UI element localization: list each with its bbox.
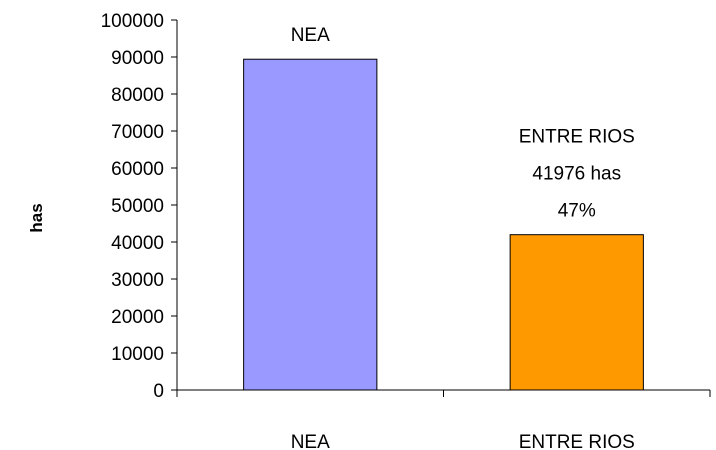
bar-entre-rios [509, 234, 644, 391]
x-tick-label: NEA [291, 432, 330, 450]
y-tick-label: 50000 [111, 196, 164, 217]
y-axis: 0 10000 20000 30000 40000 50000 60000 70000 8000… [101, 11, 178, 402]
y-axis-title: has [27, 203, 46, 232]
y-tick-label: 10000 [111, 344, 164, 365]
data-label: NEA [291, 25, 330, 46]
data-label: ENTRE RIOS [519, 127, 635, 148]
y-tick-label: 100000 [101, 11, 164, 32]
y-tick-label: 80000 [111, 85, 164, 106]
x-axis: NEA ENTRE RIOS [176, 389, 711, 450]
y-tick-label: 90000 [111, 48, 164, 69]
bar-nea [243, 58, 378, 391]
x-tick-label: ENTRE RIOS [519, 432, 635, 450]
bars-group [243, 58, 644, 391]
data-label: 41976 has [532, 164, 621, 185]
data-label: 47% [558, 201, 596, 222]
y-tick-label: 70000 [111, 122, 164, 143]
y-tick-label: 0 [153, 381, 164, 402]
data-labels-group: NEA ENTRE RIOS 41976 has 47% [291, 25, 635, 221]
y-tick-label: 20000 [111, 307, 164, 328]
y-tick-label: 60000 [111, 159, 164, 180]
y-tick-label: 30000 [111, 270, 164, 291]
y-tick-label: 40000 [111, 233, 164, 254]
